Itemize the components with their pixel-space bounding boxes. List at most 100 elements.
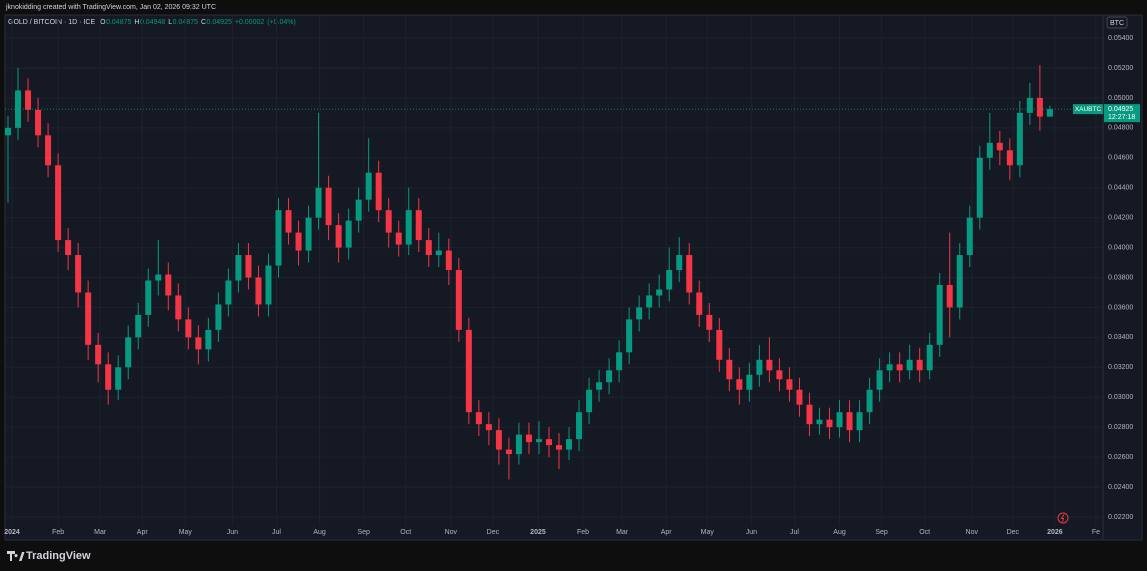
candle-body — [115, 367, 122, 390]
candle — [896, 352, 903, 383]
candle-body — [966, 217, 973, 256]
legend-change: +0.00002 — [235, 19, 264, 26]
candle-body — [786, 379, 793, 390]
icon-bolt — [1060, 514, 1065, 523]
candle-body — [826, 419, 833, 428]
candle — [505, 437, 512, 480]
candle — [726, 347, 733, 392]
candle-body — [576, 412, 583, 440]
x-tick-label: Nov — [445, 529, 458, 536]
candle — [756, 344, 763, 387]
candle-body — [706, 314, 713, 330]
candle-body — [455, 270, 462, 330]
candle-body — [626, 319, 633, 353]
candle — [736, 367, 743, 405]
x-tick-label: Mar — [616, 529, 629, 536]
candle — [676, 237, 683, 282]
candle-body — [415, 210, 422, 241]
author-line: jknokidding created with TradingView.com… — [5, 4, 216, 11]
candle-body — [325, 187, 332, 226]
candle-body — [856, 412, 863, 431]
candle-body — [696, 292, 703, 315]
candle-body — [45, 135, 52, 166]
y-tick-label: 0.02200 — [1108, 514, 1133, 521]
x-tick-label: May — [701, 529, 715, 536]
candle-body — [556, 445, 563, 450]
x-tick-label: Aug — [313, 529, 326, 536]
candle-body — [746, 374, 753, 390]
candle — [105, 352, 112, 405]
candle — [576, 400, 583, 452]
candle-body — [996, 142, 1003, 151]
candle-body — [225, 280, 232, 305]
candle-body — [1006, 150, 1013, 166]
candle — [15, 67, 22, 140]
candle — [586, 377, 593, 425]
candle-body — [55, 165, 62, 241]
candle-body — [796, 389, 803, 405]
y-tick-label: 0.04800 — [1108, 125, 1133, 132]
candle-body — [716, 329, 723, 360]
candle-body — [355, 199, 362, 221]
candle — [275, 198, 282, 278]
candle — [115, 355, 122, 401]
candle-body — [5, 127, 12, 136]
candle-body — [215, 304, 222, 330]
x-tick-label: 2025 — [530, 529, 546, 536]
brand-logo[interactable]: TradingView — [7, 550, 91, 562]
candles — [5, 64, 1103, 480]
currency-box[interactable] — [1106, 16, 1128, 29]
candle-body — [25, 90, 32, 110]
x-tick-label: Jul — [790, 529, 799, 536]
candle — [75, 243, 82, 308]
candle-body — [816, 419, 823, 425]
replay-icon[interactable] — [1057, 512, 1069, 524]
candle — [25, 78, 32, 122]
candle — [626, 307, 633, 365]
candle — [345, 208, 352, 260]
candle — [305, 205, 312, 263]
candle — [255, 265, 262, 317]
candle — [596, 370, 603, 402]
candle-body — [976, 157, 983, 218]
y-tick-label: 0.02600 — [1108, 454, 1133, 461]
candle — [716, 317, 723, 372]
candle-body — [65, 240, 72, 256]
candle-body — [946, 284, 953, 308]
currency[interactable]: BTC — [1110, 20, 1124, 27]
x-tick-label: Apr — [661, 529, 673, 536]
x-tick-label: Dec — [1007, 529, 1020, 536]
candle — [55, 153, 62, 253]
x-tick-label: Oct — [919, 529, 930, 536]
candle — [35, 97, 42, 148]
candle-body — [275, 210, 282, 266]
y-tick-label: 0.03200 — [1108, 364, 1133, 371]
candle — [746, 362, 753, 402]
candle — [916, 347, 923, 383]
candle-body — [475, 412, 482, 425]
candle — [566, 427, 573, 461]
candle — [936, 273, 943, 357]
candle — [135, 302, 142, 350]
candle — [155, 240, 162, 296]
candle-body — [375, 172, 382, 211]
candle — [445, 238, 452, 285]
candle — [806, 392, 813, 437]
candle-body — [365, 172, 372, 200]
candle-body — [896, 364, 903, 371]
legend-change-pct: (+0.04%) — [267, 19, 296, 26]
x-tick-label: May — [179, 529, 193, 536]
candle — [195, 325, 202, 365]
y-tick-label: 0.05400 — [1108, 35, 1133, 42]
x-tick-label: Fe — [1092, 529, 1100, 536]
brand[interactable]: TradingView — [26, 550, 91, 562]
candle-body — [906, 359, 913, 371]
x-tick-label: Dec — [487, 529, 500, 536]
x-tick-label: Sep — [875, 529, 888, 536]
candle — [666, 247, 673, 302]
x-tick-label: Apr — [137, 529, 149, 536]
candle — [1016, 100, 1023, 178]
y-tick-label: 0.02800 — [1108, 424, 1133, 431]
candle — [385, 198, 392, 248]
